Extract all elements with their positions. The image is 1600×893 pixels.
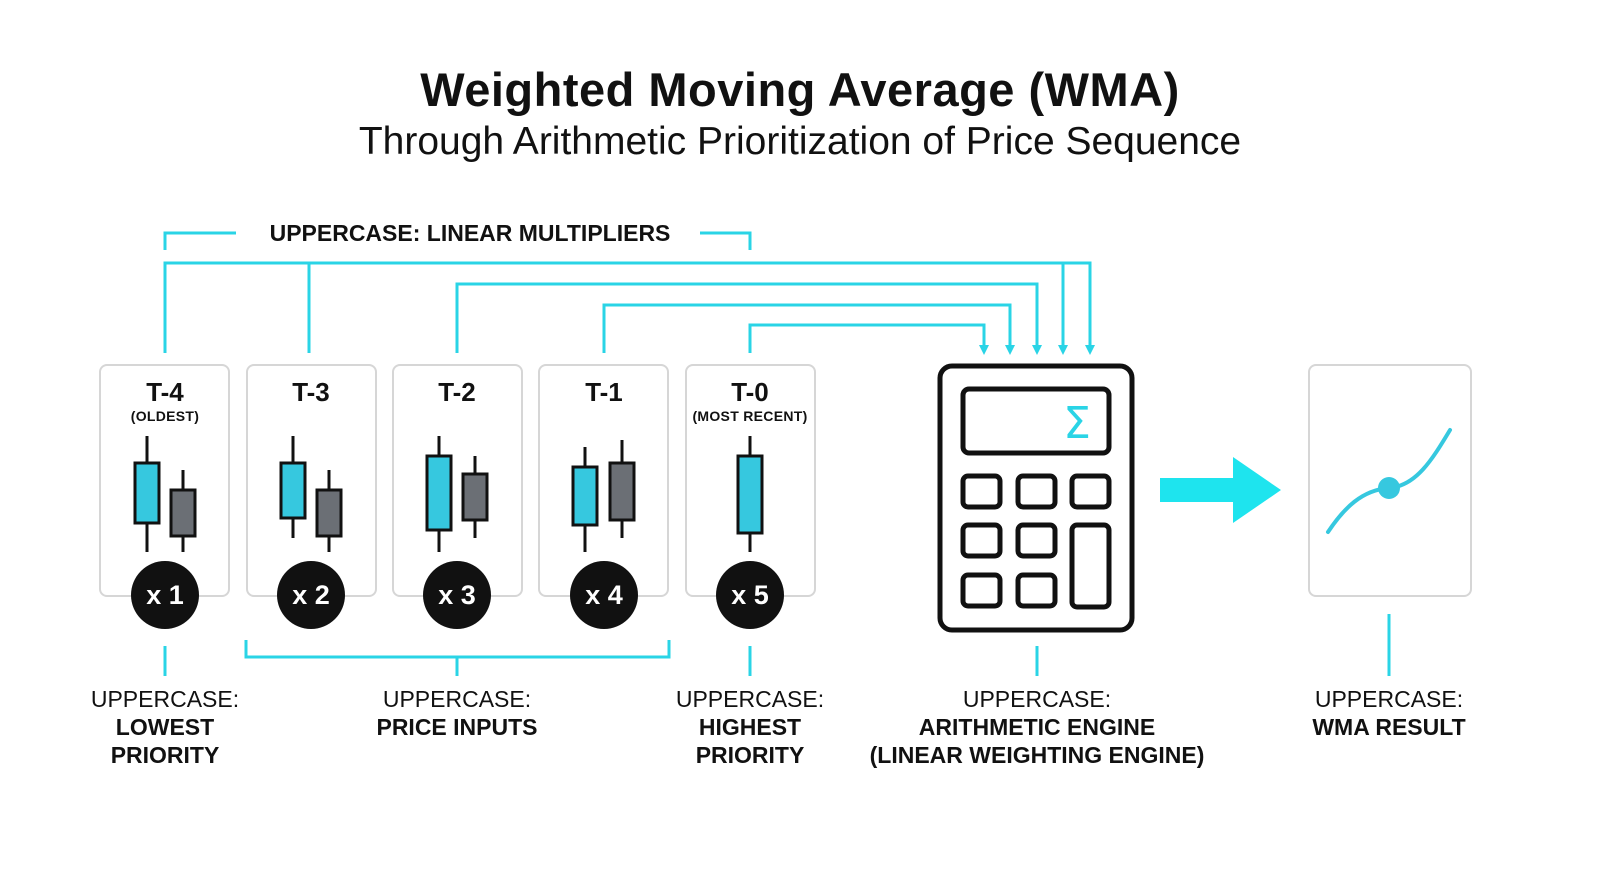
diagram-title: Weighted Moving Average (WMA) bbox=[420, 63, 1180, 116]
caption-arithmetic-engine: UPPERCASE: ARITHMETIC ENGINE (LINEAR WEI… bbox=[857, 685, 1217, 769]
weight-badge-t1: x 4 bbox=[570, 561, 638, 629]
weight-connectors bbox=[163, 614, 1391, 676]
period-label-t4: T-4 bbox=[146, 377, 184, 407]
caption-lowest-main: LOWEST PRIORITY bbox=[110, 714, 220, 768]
caption-engine-main: ARITHMETIC ENGINE (LINEAR WEIGHTING ENGI… bbox=[869, 714, 1205, 768]
candle-t0 bbox=[736, 436, 764, 552]
sigma-icon: Σ bbox=[1063, 398, 1091, 449]
calculator-icon bbox=[937, 363, 1135, 633]
caption-highest-priority: UPPERCASE: HIGHEST PRIORITY bbox=[650, 685, 850, 769]
period-card-t4 bbox=[99, 364, 230, 597]
weight-badge-t2: x 3 bbox=[423, 561, 491, 629]
wma-curve-icon bbox=[1326, 428, 1452, 534]
caption-wma-result: UPPERCASE: WMA RESULT bbox=[1279, 685, 1499, 741]
multipliers-bracket bbox=[163, 231, 752, 250]
weight-badge-t3: x 2 bbox=[277, 561, 345, 629]
caption-result-main: WMA RESULT bbox=[1312, 714, 1466, 740]
caption-highest-main: HIGHEST PRIORITY bbox=[695, 714, 805, 768]
caption-inputs-pre: UPPERCASE: bbox=[382, 686, 532, 712]
period-card-t3 bbox=[246, 364, 377, 597]
weight-badge-t0: x 5 bbox=[716, 561, 784, 629]
right-arrow-icon bbox=[1160, 457, 1281, 523]
caption-highest-pre: UPPERCASE: bbox=[675, 686, 825, 712]
period-label-t0: T-0 bbox=[731, 377, 769, 407]
multipliers-label: UPPERCASE: LINEAR MULTIPLIERS bbox=[240, 220, 700, 247]
flow-line-t0 bbox=[748, 323, 989, 355]
period-sub-t0: (MOST RECENT) bbox=[692, 408, 808, 424]
flow-line-t4 bbox=[163, 261, 1095, 355]
caption-price-inputs: UPPERCASE: PRICE INPUTS bbox=[337, 685, 577, 741]
candles-t1 bbox=[571, 440, 636, 552]
candles-t3 bbox=[279, 436, 343, 552]
period-label-t1: T-1 bbox=[585, 377, 623, 407]
caption-lowest-pre: UPPERCASE: bbox=[90, 686, 240, 712]
caption-lowest-priority: UPPERCASE: LOWEST PRIORITY bbox=[65, 685, 265, 769]
flow-line-t2 bbox=[455, 282, 1042, 355]
caption-result-pre: UPPERCASE: bbox=[1314, 686, 1464, 712]
flow-line-t1 bbox=[602, 303, 1015, 355]
flow-lines bbox=[163, 261, 1095, 355]
period-sub-t4: (OLDEST) bbox=[130, 408, 200, 424]
candles-t2 bbox=[425, 436, 489, 552]
period-card-t2 bbox=[392, 364, 523, 597]
candles-t4 bbox=[133, 436, 197, 552]
caption-engine-pre: UPPERCASE: bbox=[962, 686, 1112, 712]
weight-badge-t4: x 1 bbox=[131, 561, 199, 629]
diagram-subtitle: Through Arithmetic Prioritization of Pri… bbox=[358, 120, 1242, 163]
period-label-t2: T-2 bbox=[438, 377, 476, 407]
period-label-t3: T-3 bbox=[292, 377, 330, 407]
caption-inputs-main: PRICE INPUTS bbox=[376, 714, 538, 740]
